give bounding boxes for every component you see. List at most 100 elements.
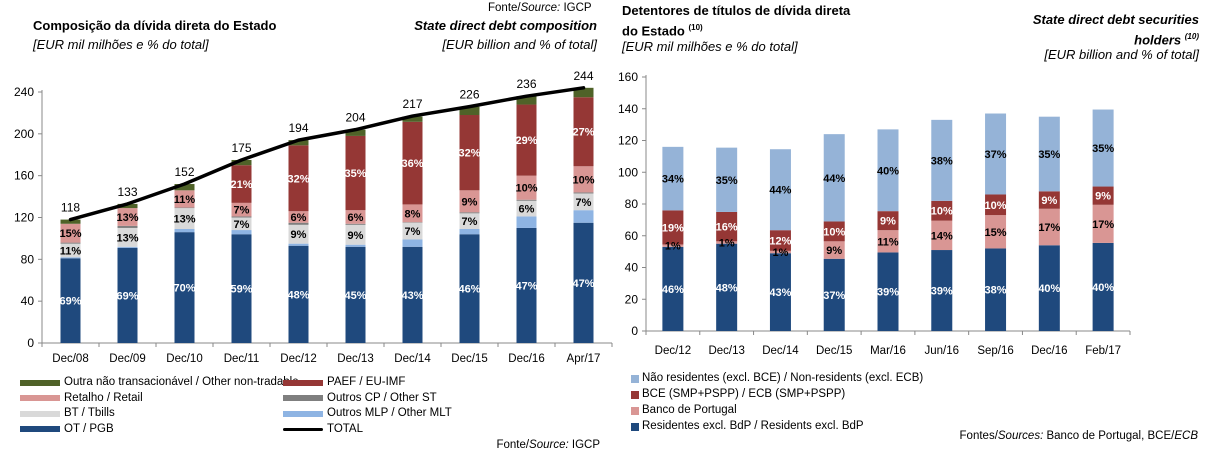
left-total-label: 217 bbox=[402, 97, 422, 111]
left-bar-segment bbox=[174, 229, 195, 233]
left-data-label: 9% bbox=[291, 229, 307, 241]
legend-label: Banco de Portugal bbox=[642, 404, 737, 416]
right-bar-segment bbox=[877, 252, 899, 331]
right-title-pt-line2-text: do Estado bbox=[622, 23, 685, 39]
left-data-label: 43% bbox=[401, 290, 423, 302]
right-data-label: 10% bbox=[823, 226, 845, 238]
left-bar-segment bbox=[459, 213, 480, 230]
right-bar-segment bbox=[877, 129, 899, 212]
left-bar-segment bbox=[573, 222, 594, 343]
left-data-label: 69% bbox=[116, 290, 138, 302]
left-data-label: 7% bbox=[234, 205, 250, 217]
right-bar-segment bbox=[769, 149, 791, 231]
left-y-tick-label: 0 bbox=[27, 336, 34, 350]
left-bar-segment bbox=[345, 224, 366, 245]
left-total-label: 175 bbox=[231, 141, 251, 155]
left-y-tick-label: 40 bbox=[21, 294, 35, 308]
left-data-label: 6% bbox=[348, 212, 364, 224]
right-title-pt: Detentores de títulos de dívida direta bbox=[622, 3, 851, 18]
legend-label: Outros CP / Other ST bbox=[327, 391, 437, 404]
left-x-tick-label: Dec/09 bbox=[109, 353, 145, 365]
legend-swatch bbox=[20, 395, 60, 401]
left-data-label: 10% bbox=[515, 183, 537, 195]
legend-label: BCE (SMP+PSPP) / ECB (SMP+PSPP) bbox=[642, 388, 846, 400]
right-title-en-line2: holders (10) bbox=[1134, 29, 1199, 48]
right-bar-segment bbox=[662, 246, 684, 331]
right-source-note: Fontes/Sources: Banco de Portugal, BCE/E… bbox=[960, 429, 1198, 443]
right-bar-segment bbox=[823, 241, 845, 259]
right-bar-segment bbox=[769, 250, 791, 254]
left-data-label: 6% bbox=[519, 204, 535, 216]
right-x-tick-label: Feb/17 bbox=[1085, 345, 1121, 357]
left-data-label: 7% bbox=[405, 226, 421, 238]
left-bar-segment bbox=[60, 242, 81, 244]
left-data-label: 9% bbox=[462, 196, 478, 208]
legend-swatch bbox=[631, 422, 639, 431]
top-source-note: Fonte/Source: IGCP bbox=[488, 1, 592, 15]
left-bar-segment bbox=[402, 222, 423, 240]
right-bar-segment bbox=[985, 113, 1007, 195]
left-data-label: 27% bbox=[572, 127, 594, 139]
left-bar-segment bbox=[459, 190, 480, 213]
right-subtitle-en: [EUR billion and % of total] bbox=[1044, 47, 1199, 62]
right-data-label: 1% bbox=[772, 247, 788, 259]
legend-swatch bbox=[20, 410, 60, 417]
left-bar-segment bbox=[459, 212, 480, 214]
right-data-label: 37% bbox=[823, 290, 845, 302]
left-bar-segment bbox=[60, 223, 81, 243]
left-bar-segment bbox=[60, 257, 81, 259]
left-bar-segment bbox=[345, 223, 366, 225]
left-bar-segment bbox=[402, 222, 423, 223]
left-data-label: 13% bbox=[173, 214, 195, 226]
legend-label: Outra não transacionável / Other non-tra… bbox=[64, 376, 299, 388]
left-bar-segment bbox=[288, 145, 309, 212]
right-title-en-line2-text: holders bbox=[1134, 32, 1182, 48]
right-data-label: 15% bbox=[985, 227, 1007, 239]
left-x-tick-label: Dec/13 bbox=[337, 353, 373, 365]
right-y-tick-label: 80 bbox=[625, 197, 639, 211]
right-data-label: 46% bbox=[662, 284, 684, 296]
left-data-label: 32% bbox=[458, 148, 480, 160]
left-y-tick-label: 160 bbox=[14, 169, 34, 183]
right-data-label: 10% bbox=[931, 206, 953, 218]
legend-swatch bbox=[20, 379, 60, 386]
right-x-tick-label: Dec/12 bbox=[655, 345, 691, 357]
right-x-tick-label: Sep/16 bbox=[977, 345, 1013, 357]
right-data-label: 38% bbox=[985, 285, 1007, 297]
footnote-ref: (10) bbox=[1184, 32, 1199, 41]
left-bar-segment bbox=[459, 234, 480, 343]
right-y-tick-label: 140 bbox=[618, 102, 638, 116]
left-bar-segment bbox=[345, 210, 366, 224]
right-bar-segment bbox=[1092, 109, 1114, 187]
left-data-label: 59% bbox=[230, 284, 252, 296]
legend-label: OT / PGB bbox=[64, 422, 114, 435]
left-bar-segment bbox=[516, 227, 537, 343]
legend-item: OT / PGB bbox=[20, 422, 114, 437]
left-x-tick-label: Dec/11 bbox=[224, 353, 260, 365]
right-bar-segment bbox=[662, 210, 684, 245]
right-x-tick-label: Dec/14 bbox=[762, 345, 799, 357]
right-bar-segment bbox=[1038, 191, 1060, 209]
left-data-label: 9% bbox=[348, 230, 364, 242]
right-data-label: 39% bbox=[931, 286, 953, 298]
left-x-tick-label: Apr/17 bbox=[567, 353, 601, 365]
right-bar-segment bbox=[1092, 242, 1114, 331]
left-total-label: 204 bbox=[345, 111, 365, 125]
legend-swatch bbox=[283, 395, 323, 401]
right-data-label: 39% bbox=[877, 287, 899, 299]
right-data-label: 9% bbox=[1041, 195, 1057, 207]
left-total-line bbox=[68, 86, 586, 222]
right-data-label: 17% bbox=[1092, 219, 1114, 231]
right-subtitle-pt: [EUR mil milhões e % do total] bbox=[622, 39, 798, 54]
left-bar-segment bbox=[231, 216, 252, 218]
left-bar-segment bbox=[573, 166, 594, 193]
left-data-label: 7% bbox=[234, 219, 250, 231]
right-data-label: 34% bbox=[662, 174, 684, 186]
right-data-label: 44% bbox=[823, 173, 845, 185]
right-bar-segment bbox=[985, 194, 1007, 216]
left-bar-segment bbox=[573, 193, 594, 211]
left-bar-segment bbox=[345, 246, 366, 343]
left-bar-segment bbox=[288, 243, 309, 246]
left-bar-segment bbox=[288, 222, 309, 225]
legend-label: Residentes excl. BdP / Residents excl. B… bbox=[642, 420, 864, 432]
